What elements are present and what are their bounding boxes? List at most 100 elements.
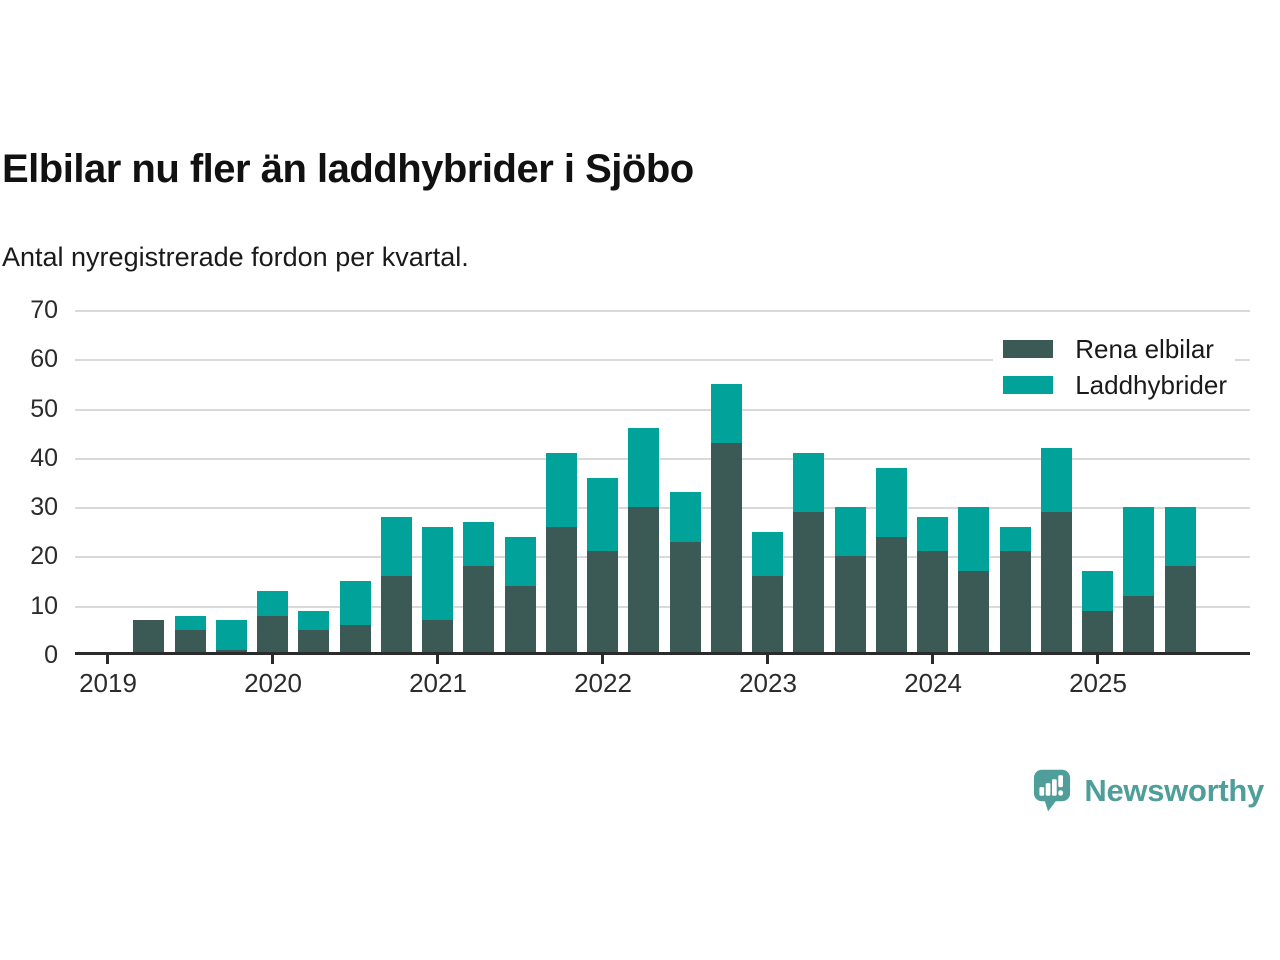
legend: Rena elbilar Laddhybrider — [993, 331, 1235, 403]
legend-item-laddhybrider: Laddhybrider — [1003, 370, 1227, 400]
segment-rena-elbilar — [1041, 512, 1072, 655]
segment-laddhybrider — [1041, 448, 1072, 512]
segment-laddhybrider — [381, 517, 412, 576]
segment-rena-elbilar — [793, 512, 824, 655]
bar-2024-q2 — [958, 507, 989, 655]
y-axis-label-40: 40 — [30, 444, 58, 472]
y-axis-label-60: 60 — [30, 345, 58, 373]
gridline-70 — [75, 310, 1250, 312]
bar-2019-q3 — [175, 616, 206, 655]
x-axis-label-2025: 2025 — [1069, 668, 1127, 698]
bar-2020-q4 — [381, 517, 412, 655]
segment-rena-elbilar — [381, 576, 412, 655]
gridline-60 — [75, 359, 1250, 361]
segment-laddhybrider — [546, 453, 577, 527]
y-axis-label-20: 20 — [30, 542, 58, 570]
y-axis-label-70: 70 — [30, 296, 58, 324]
legend-item-rena-elbilar: Rena elbilar — [1003, 333, 1227, 364]
segment-laddhybrider — [835, 507, 866, 556]
x-axis-tick-2024 — [931, 655, 934, 664]
segment-laddhybrider — [1165, 507, 1196, 566]
x-axis-tick-2023 — [766, 655, 769, 664]
segment-laddhybrider — [298, 611, 329, 630]
segment-laddhybrider — [1000, 527, 1031, 551]
segment-laddhybrider — [1082, 571, 1113, 611]
x-axis-tick-2021 — [436, 655, 439, 664]
y-axis-label-0: 0 — [44, 641, 58, 669]
segment-rena-elbilar — [1000, 551, 1031, 655]
segment-rena-elbilar — [298, 630, 329, 655]
bar-2019-q4 — [216, 620, 247, 655]
segment-laddhybrider — [587, 478, 618, 551]
x-axis-tick-2025 — [1096, 655, 1099, 664]
segment-rena-elbilar — [917, 551, 948, 655]
segment-rena-elbilar — [587, 551, 618, 655]
bar-2022-q1 — [587, 478, 618, 655]
segment-rena-elbilar — [546, 527, 577, 655]
bar-2021-q3 — [505, 537, 536, 655]
bar-2024-q4 — [1041, 448, 1072, 655]
bar-2024-q3 — [1000, 527, 1031, 655]
segment-rena-elbilar — [422, 620, 453, 655]
segment-laddhybrider — [711, 384, 742, 443]
segment-rena-elbilar — [670, 542, 701, 655]
gridline-40 — [75, 458, 1250, 460]
gridline-30 — [75, 507, 1250, 509]
newsworthy-logo-icon — [1033, 769, 1071, 813]
segment-laddhybrider — [876, 468, 907, 537]
brand-name: Newsworthy — [1084, 773, 1264, 808]
bar-2021-q2 — [463, 522, 494, 655]
bar-2025-q2 — [1123, 507, 1154, 655]
segment-laddhybrider — [422, 527, 453, 620]
segment-rena-elbilar — [1165, 566, 1196, 655]
segment-rena-elbilar — [958, 571, 989, 655]
segment-rena-elbilar — [133, 620, 164, 655]
segment-rena-elbilar — [340, 625, 371, 655]
bar-2020-q3 — [340, 581, 371, 655]
gridline-20 — [75, 556, 1250, 558]
x-axis-label-2019: 2019 — [79, 668, 137, 698]
brand-footer: Newsworthy — [1033, 769, 1264, 813]
segment-laddhybrider — [670, 492, 701, 542]
segment-rena-elbilar — [257, 616, 288, 655]
segment-rena-elbilar — [1082, 611, 1113, 655]
segment-laddhybrider — [463, 522, 494, 566]
bar-2023-q1 — [752, 532, 783, 655]
segment-laddhybrider — [793, 453, 824, 512]
segment-rena-elbilar — [175, 630, 206, 655]
segment-laddhybrider — [216, 620, 247, 650]
segment-laddhybrider — [1123, 507, 1154, 596]
segment-rena-elbilar — [1123, 596, 1154, 655]
chart-subtitle: Antal nyregistrerade fordon per kvartal. — [2, 242, 469, 272]
legend-swatch-laddhybrider — [1003, 376, 1054, 394]
bar-2022-q3 — [670, 492, 701, 655]
x-axis-line — [75, 652, 1250, 655]
bar-2024-q1 — [917, 517, 948, 655]
bar-2023-q4 — [876, 468, 907, 655]
x-axis-label-2021: 2021 — [409, 668, 467, 698]
legend-label-rena-elbilar: Rena elbilar — [1075, 333, 1214, 364]
bar-2022-q2 — [628, 428, 659, 655]
chart-title: Elbilar nu fler än laddhybrider i Sjöbo — [2, 147, 694, 191]
y-axis-label-10: 10 — [30, 592, 58, 620]
segment-rena-elbilar — [463, 566, 494, 655]
gridline-50 — [75, 409, 1250, 411]
y-axis-label-30: 30 — [30, 493, 58, 521]
segment-rena-elbilar — [628, 507, 659, 655]
x-axis-tick-2019 — [106, 655, 109, 664]
y-axis-label-50: 50 — [30, 395, 58, 423]
x-axis-tick-2020 — [271, 655, 274, 664]
bar-2023-q2 — [793, 453, 824, 655]
segment-rena-elbilar — [505, 586, 536, 655]
bar-2020-q2 — [298, 611, 329, 655]
bar-2025-q3 — [1165, 507, 1196, 655]
bar-2022-q4 — [711, 384, 742, 655]
segment-laddhybrider — [175, 616, 206, 630]
segment-rena-elbilar — [876, 537, 907, 655]
bar-2021-q1 — [422, 527, 453, 655]
x-axis-label-2022: 2022 — [574, 668, 632, 698]
bar-2019-q2 — [133, 620, 164, 655]
segment-laddhybrider — [752, 532, 783, 576]
segment-laddhybrider — [917, 517, 948, 551]
